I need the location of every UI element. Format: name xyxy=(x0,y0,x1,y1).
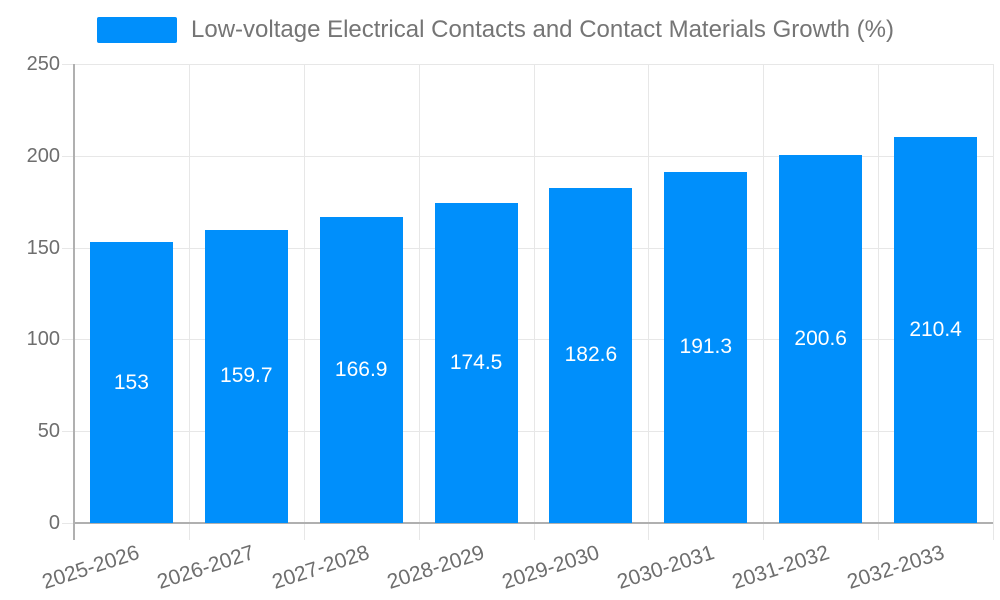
gridline-horizontal xyxy=(62,64,993,65)
bar-value-label: 159.7 xyxy=(220,364,273,388)
bar-2029-2030[interactable]: 182.6 xyxy=(549,187,633,523)
bar-value-label: 182.6 xyxy=(564,343,618,367)
bar-value-label: 210.4 xyxy=(909,317,962,341)
legend[interactable]: Low-voltage Electrical Contacts and Cont… xyxy=(97,17,894,43)
gridline-vertical xyxy=(993,64,994,540)
y-axis-tick-label: 150 xyxy=(26,237,60,259)
gridline-vertical xyxy=(189,64,190,540)
y-axis-tick-label: 0 xyxy=(48,512,60,534)
bar-value-label: 191.3 xyxy=(679,335,733,359)
gridline-horizontal xyxy=(62,339,993,340)
gridline-vertical xyxy=(534,64,535,540)
legend-label: Low-voltage Electrical Contacts and Cont… xyxy=(191,16,894,43)
y-axis-line xyxy=(73,64,75,540)
gridline-horizontal xyxy=(62,156,993,157)
bar-value-label: 166.9 xyxy=(334,357,388,381)
bar-2032-2033[interactable]: 210.4 xyxy=(894,136,978,523)
bar-value-label: 174.5 xyxy=(449,350,503,374)
gridline-vertical xyxy=(304,64,305,540)
gridline-vertical xyxy=(878,64,879,540)
bar-2030-2031[interactable]: 191.3 xyxy=(664,171,748,523)
bar-2028-2029[interactable]: 174.5 xyxy=(434,202,518,523)
bar-value-label: 200.6 xyxy=(794,326,847,350)
bar-2026-2027[interactable]: 159.7 xyxy=(204,229,288,523)
gridline-horizontal xyxy=(62,248,993,249)
bar-2025-2026[interactable]: 153 xyxy=(89,242,173,523)
gridline-vertical xyxy=(419,64,420,540)
x-axis-line xyxy=(73,522,993,524)
bar-2027-2028[interactable]: 166.9 xyxy=(319,216,403,523)
y-axis-tick-label: 200 xyxy=(26,145,60,167)
y-axis-tick xyxy=(62,523,74,524)
y-axis-tick-label: 100 xyxy=(26,328,60,350)
gridline-vertical xyxy=(648,64,649,540)
bar-2031-2032[interactable]: 200.6 xyxy=(779,154,863,523)
gridline-vertical xyxy=(763,64,764,540)
y-axis-tick-label: 250 xyxy=(26,53,60,75)
y-axis-tick-label: 50 xyxy=(37,420,60,442)
gridline-horizontal xyxy=(62,431,993,432)
legend-swatch-icon xyxy=(97,17,177,43)
bar-value-label: 153 xyxy=(113,370,149,394)
